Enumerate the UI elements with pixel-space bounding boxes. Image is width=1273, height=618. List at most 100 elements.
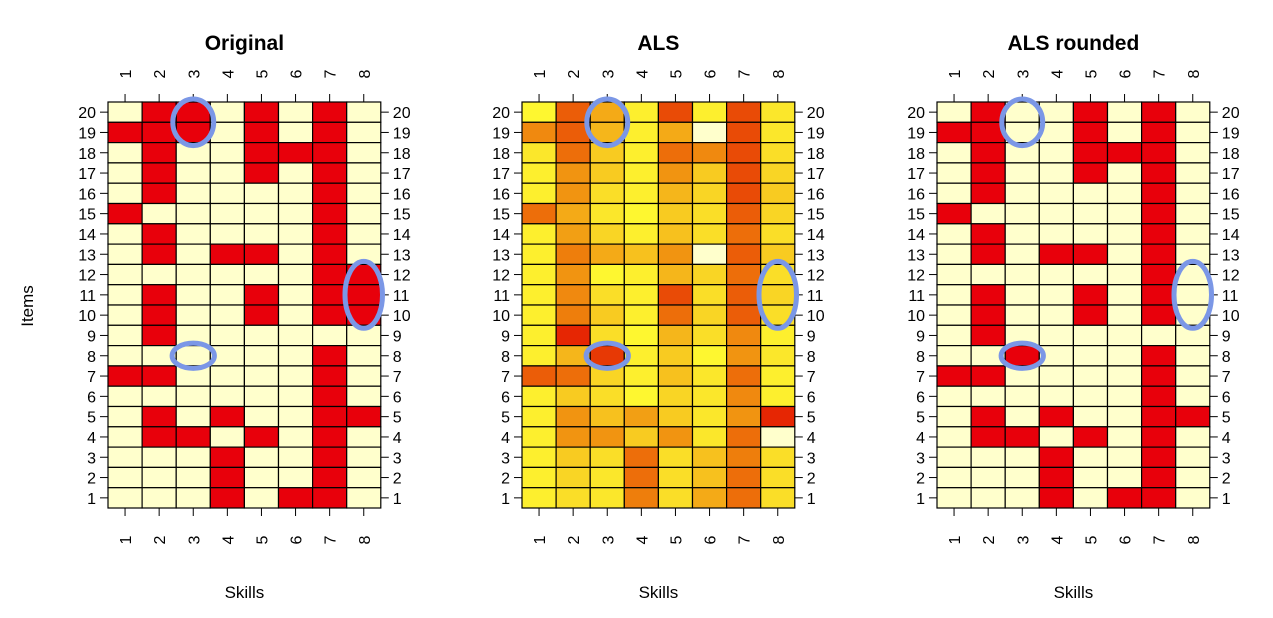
heatmap-cell [243, 385, 280, 408]
heatmap-cell [277, 304, 314, 326]
y-tick-label: 12 [1222, 268, 1240, 285]
x-tick-label: 5 [254, 69, 271, 78]
heatmap-cell [589, 385, 625, 408]
heatmap-cell [970, 284, 1006, 306]
heatmap-cell [657, 182, 694, 205]
heatmap-cell [175, 405, 211, 428]
heatmap-cell [521, 324, 557, 347]
heatmap-cell [1072, 365, 1109, 387]
heatmap-cell [936, 426, 972, 448]
heatmap-cell [1106, 243, 1143, 266]
y-tick-label: 20 [907, 105, 925, 122]
heatmap-cell [1038, 304, 1075, 326]
heatmap-cell [589, 345, 625, 367]
heatmap-cell [175, 385, 211, 408]
x-tick-label: 5 [668, 69, 685, 78]
y-tick-label: 13 [78, 247, 96, 264]
heatmap-cell [141, 223, 177, 245]
heatmap-cell [1140, 466, 1177, 489]
x-tick-label: 8 [1186, 69, 1203, 78]
x-tick-label: 6 [289, 535, 306, 544]
y-tick-label: 18 [393, 146, 411, 163]
x-tick-label: 4 [634, 535, 651, 544]
x-tick-label: 7 [323, 535, 340, 544]
heatmap-cell [657, 243, 694, 266]
heatmap-cell [725, 487, 762, 509]
x-tick-label: 4 [220, 535, 237, 544]
heatmap-cell [691, 304, 728, 326]
heatmap-cell [1004, 223, 1040, 245]
heatmap-cell [936, 385, 972, 408]
heatmap-cell [107, 365, 143, 387]
highlight-ellipse [583, 340, 631, 371]
heatmap-cell [1072, 446, 1109, 469]
x-axis-label: Skills [225, 583, 265, 602]
heatmap-cell [209, 405, 246, 428]
heatmap-cell [555, 324, 591, 347]
heatmap-cell [277, 426, 314, 448]
heatmap-cell [346, 446, 382, 469]
heatmap-cell [1004, 446, 1040, 469]
heatmap-cell [521, 426, 557, 448]
y-tick-label: 4 [393, 430, 402, 447]
x-tick-label: 2 [152, 535, 169, 544]
highlight-ellipse [584, 96, 631, 149]
heatmap-cell [1038, 284, 1075, 306]
heatmap-cell [1038, 182, 1075, 205]
heatmap-cell [657, 365, 694, 387]
y-tick-label: 4 [807, 430, 816, 447]
heatmap-cell [209, 263, 246, 286]
heatmap-cell [175, 263, 211, 286]
heatmap-cell [725, 243, 762, 266]
heatmap-cell [346, 182, 382, 205]
x-tick-label: 6 [703, 535, 720, 544]
heatmap-cell [1175, 426, 1211, 448]
heatmap-cell [623, 385, 659, 408]
heatmap-cell [936, 182, 972, 205]
heatmap-cell [521, 385, 557, 408]
heatmap-cell [1175, 345, 1211, 367]
y-tick-label: 14 [807, 227, 825, 244]
x-tick-label: 1 [532, 535, 549, 544]
heatmap-cell [760, 345, 796, 367]
heatmap-cell [725, 446, 762, 469]
heatmap-cell [107, 446, 143, 469]
heatmap-cell [1004, 466, 1040, 489]
heatmap-cell [1140, 162, 1177, 184]
heatmap-cell [1106, 405, 1143, 428]
heatmap-cell [1140, 304, 1177, 326]
y-tick-label: 2 [87, 471, 96, 488]
heatmap-cell [970, 385, 1006, 408]
heatmap-cell [691, 202, 728, 225]
heatmap-cell [312, 101, 348, 123]
heatmap-cell [1072, 162, 1109, 184]
heatmap-cell [970, 304, 1006, 326]
y-tick-label: 4 [501, 430, 510, 447]
highlight-ellipse [998, 340, 1046, 371]
y-tick-label: 6 [916, 389, 925, 406]
heatmap-cell [141, 162, 177, 184]
y-axis-label: Items [18, 285, 37, 327]
heatmap-cell [725, 405, 762, 428]
heatmap-cell [589, 243, 625, 266]
y-tick-label: 1 [807, 491, 816, 508]
y-tick-label: 20 [807, 105, 825, 122]
heatmap-cell [1106, 324, 1143, 347]
heatmap-cell [1072, 405, 1109, 428]
heatmap-cell [691, 263, 728, 286]
heatmap-cell [760, 162, 796, 184]
x-tick-label: 3 [1015, 535, 1032, 544]
y-tick-label: 18 [1222, 146, 1240, 163]
heatmap-cell [1106, 365, 1143, 387]
heatmap-cell [936, 304, 972, 326]
heatmap-cell [243, 182, 280, 205]
heatmap-cell [936, 121, 972, 144]
y-tick-label: 8 [916, 349, 925, 366]
x-tick-label: 5 [1083, 69, 1100, 78]
y-tick-label: 10 [1222, 308, 1240, 325]
y-tick-label: 3 [501, 450, 510, 467]
heatmap-cell [970, 263, 1006, 286]
x-tick-label: 4 [1049, 69, 1066, 78]
